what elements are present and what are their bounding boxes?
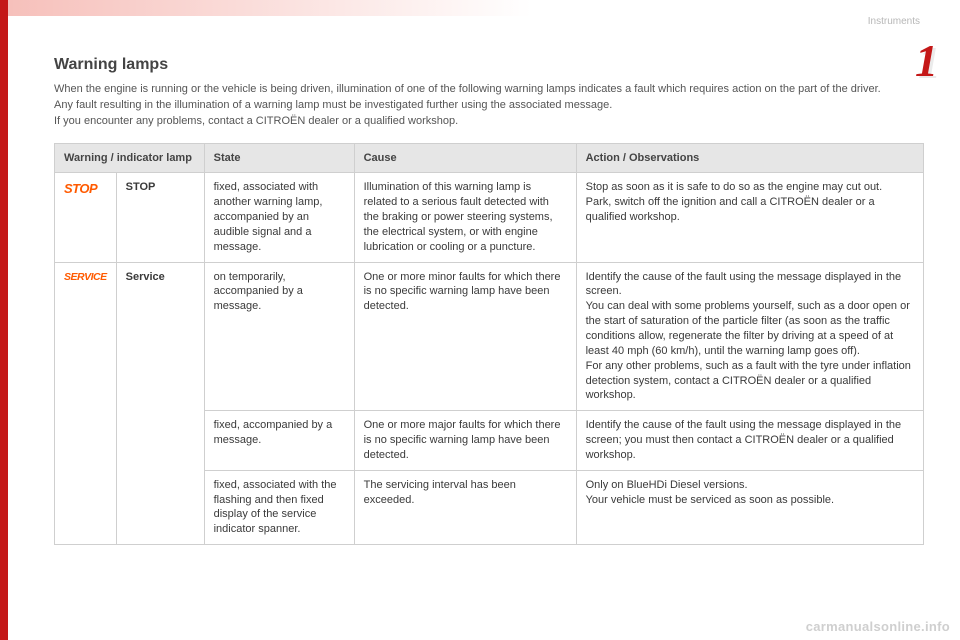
table-header-row: Warning / indicator lamp State Cause Act…	[55, 143, 924, 173]
service-icon: SERVICE	[64, 271, 107, 283]
lamp-cause: Illumination of this warning lamp is rel…	[354, 173, 576, 262]
intro-line-1: When the engine is running or the vehicl…	[54, 82, 924, 97]
lamp-cause: One or more minor faults for which there…	[354, 262, 576, 411]
lamp-state: fixed, associated with another warning l…	[204, 173, 354, 262]
lamp-action: Identify the cause of the fault using th…	[576, 411, 923, 471]
left-accent-strip	[0, 0, 8, 640]
intro-line-3: If you encounter any problems, contact a…	[54, 114, 924, 129]
col-header-lamp: Warning / indicator lamp	[55, 143, 205, 173]
lamp-state: fixed, associated with the flashing and …	[204, 470, 354, 544]
page-content: Warning lamps When the engine is running…	[54, 56, 924, 545]
lamp-name: Service	[116, 262, 204, 545]
lamp-action: Stop as soon as it is safe to do so as t…	[576, 173, 923, 262]
watermark: carmanualsonline.info	[806, 619, 950, 634]
section-label: Instruments	[868, 16, 920, 27]
lamp-icon-cell: SERVICE	[55, 262, 117, 545]
lamp-action: Only on BlueHDi Diesel versions.Your veh…	[576, 470, 923, 544]
intro-text: When the engine is running or the vehicl…	[54, 82, 924, 129]
page-title: Warning lamps	[54, 56, 924, 74]
lamp-action: Identify the cause of the fault using th…	[576, 262, 923, 411]
table-row: SERVICE Service on temporarily, accompan…	[55, 262, 924, 411]
lamp-icon-cell: STOP	[55, 173, 117, 262]
lamp-cause: One or more major faults for which there…	[354, 411, 576, 471]
lamp-cause: The servicing interval has been exceeded…	[354, 470, 576, 544]
col-header-action: Action / Observations	[576, 143, 923, 173]
intro-line-2: Any fault resulting in the illumination …	[54, 98, 924, 113]
stop-icon: STOP	[64, 181, 97, 196]
col-header-cause: Cause	[354, 143, 576, 173]
col-header-state: State	[204, 143, 354, 173]
header-gradient	[8, 0, 960, 16]
lamp-state: on temporarily, accompanied by a message…	[204, 262, 354, 411]
table-row: STOP STOP fixed, associated with another…	[55, 173, 924, 262]
warning-lamps-table: Warning / indicator lamp State Cause Act…	[54, 143, 924, 546]
lamp-name: STOP	[116, 173, 204, 262]
lamp-state: fixed, accompanied by a message.	[204, 411, 354, 471]
